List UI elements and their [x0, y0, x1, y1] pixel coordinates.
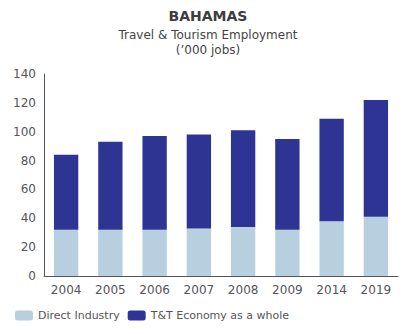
svg-text:2019: 2019 — [361, 283, 392, 297]
svg-text:0: 0 — [28, 269, 36, 283]
svg-text:Travel & Tourism Employment: Travel & Tourism Employment — [118, 28, 298, 42]
svg-text:2006: 2006 — [139, 283, 170, 297]
svg-text:80: 80 — [21, 154, 36, 168]
svg-text:2004: 2004 — [51, 283, 82, 297]
svg-text:120: 120 — [13, 96, 36, 110]
svg-text:2008: 2008 — [228, 283, 259, 297]
svg-text:20: 20 — [21, 240, 36, 254]
svg-text:2005: 2005 — [95, 283, 126, 297]
svg-text:Direct Industry: Direct Industry — [38, 309, 120, 322]
svg-text:T&T Economy as a whole: T&T Economy as a whole — [150, 309, 290, 322]
svg-text:2009: 2009 — [272, 283, 303, 297]
svg-text:140: 140 — [13, 67, 36, 81]
svg-text:BAHAMAS: BAHAMAS — [169, 8, 248, 24]
svg-text:(’000 jobs): (’000 jobs) — [176, 43, 240, 57]
svg-text:2007: 2007 — [184, 283, 215, 297]
svg-text:40: 40 — [21, 211, 36, 225]
svg-text:60: 60 — [21, 182, 36, 196]
svg-text:2014: 2014 — [316, 283, 347, 297]
svg-text:100: 100 — [13, 125, 36, 139]
